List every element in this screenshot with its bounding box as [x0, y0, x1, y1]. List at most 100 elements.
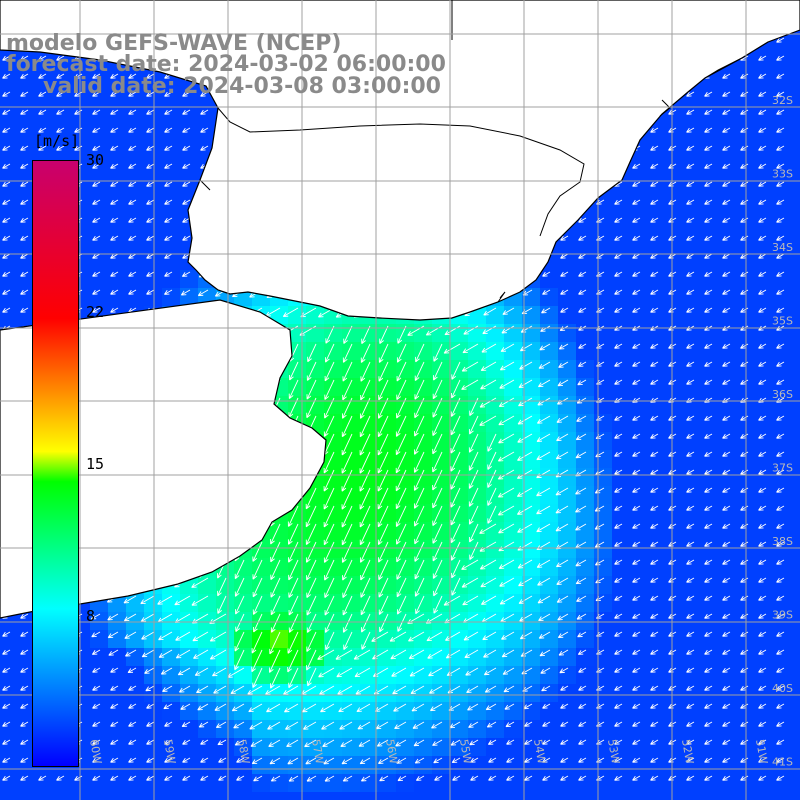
wind-arrow: [704, 595, 713, 601]
coastline: [497, 41, 769, 303]
wind-arrow: [722, 109, 731, 115]
wind-arrow: [537, 379, 551, 388]
wind-arrow: [359, 487, 371, 510]
wind-arrow: [482, 631, 497, 641]
wind-arrow: [524, 775, 533, 781]
wind-arrow: [182, 235, 191, 241]
wind-arrow: [686, 631, 695, 637]
wind-arrow: [686, 577, 695, 583]
wind-arrow: [160, 667, 173, 675]
wind-arrow: [498, 433, 515, 444]
wind-arrow: [215, 721, 227, 729]
wind-arrow: [288, 559, 299, 581]
wind-arrow: [576, 415, 587, 422]
wind-arrow: [560, 289, 569, 295]
field-cell: [792, 486, 800, 505]
wind-arrow: [498, 541, 515, 552]
wind-arrow: [542, 757, 551, 763]
wind-arrow: [758, 451, 767, 457]
wind-arrow: [20, 667, 29, 673]
wind-arrow: [270, 775, 281, 782]
field-cell: [630, 792, 649, 800]
wind-arrow: [542, 739, 551, 745]
wind-arrow: [461, 577, 479, 588]
wind-arrow: [758, 595, 767, 601]
wind-arrow: [192, 631, 209, 642]
wind-arrow: [110, 91, 119, 97]
wind-arrow: [632, 505, 641, 511]
wind-arrow: [302, 703, 317, 713]
wind-arrow: [557, 631, 569, 639]
wind-arrow: [450, 739, 461, 746]
wind-arrow: [56, 127, 65, 133]
wind-arrow: [128, 235, 137, 241]
wind-arrow: [20, 217, 29, 223]
wind-arrow: [200, 109, 209, 115]
wind-arrow: [686, 505, 695, 511]
field-cell: [774, 792, 793, 800]
wind-arrow: [740, 757, 749, 763]
wind-arrow: [2, 739, 11, 745]
wind-arrow: [557, 379, 569, 387]
wind-arrow: [632, 343, 641, 349]
wind-arrow: [92, 199, 101, 205]
wind-arrow: [56, 91, 65, 97]
wind-arrow: [536, 451, 551, 461]
wind-arrow: [395, 415, 407, 437]
wind-arrow: [722, 217, 731, 223]
wind-arrow: [270, 523, 281, 545]
wind-arrow: [341, 505, 353, 528]
wind-arrow: [524, 757, 533, 763]
wind-arrow: [614, 613, 623, 619]
field-cell: [720, 792, 739, 800]
wind-arrow: [38, 73, 47, 79]
wind-arrow: [686, 379, 695, 385]
wind-arrow: [288, 595, 299, 616]
wind-arrow: [146, 253, 155, 259]
wind-arrow: [686, 721, 695, 727]
wind-arrow: [20, 775, 29, 781]
wind-arrow: [110, 163, 119, 169]
wind-arrow: [306, 595, 317, 616]
wind-arrow: [577, 631, 587, 638]
wind-arrow: [393, 703, 407, 712]
wind-arrow: [614, 397, 623, 403]
field-cell: [252, 792, 271, 800]
wind-arrow: [524, 739, 533, 745]
wind-arrow: [483, 649, 497, 658]
wind-arrow: [20, 703, 29, 709]
wind-arrow: [252, 595, 263, 615]
wind-arrow: [704, 199, 713, 205]
wind-arrow: [614, 289, 623, 295]
wind-arrow: [503, 685, 515, 693]
wind-arrow: [560, 685, 569, 691]
wind-arrow: [488, 775, 497, 781]
land-west: [0, 299, 327, 619]
wind-arrow: [632, 397, 641, 403]
wind-arrow: [704, 541, 713, 547]
wind-arrow: [396, 541, 407, 563]
wind-arrow: [468, 721, 479, 728]
field-cell: [792, 36, 800, 55]
wind-arrow: [164, 289, 173, 295]
field-cell: [162, 792, 181, 800]
wind-arrow: [740, 379, 749, 385]
wind-arrow: [536, 559, 551, 568]
wind-arrow: [432, 415, 443, 436]
wind-arrow: [650, 145, 659, 151]
wind-arrow: [499, 361, 515, 371]
wind-arrow: [414, 523, 425, 545]
wind-arrow: [110, 757, 119, 763]
wind-arrow: [92, 739, 101, 745]
wind-arrow: [632, 775, 641, 781]
wind-arrow: [92, 127, 101, 133]
wind-arrow: [110, 217, 119, 223]
wind-arrow: [20, 757, 29, 763]
wind-arrow: [722, 91, 731, 97]
wind-arrow: [394, 721, 407, 730]
wind-arrow: [288, 577, 299, 598]
wind-arrow: [409, 667, 425, 677]
longitude-label: 51W: [753, 738, 770, 765]
wind-arrow: [650, 649, 659, 655]
